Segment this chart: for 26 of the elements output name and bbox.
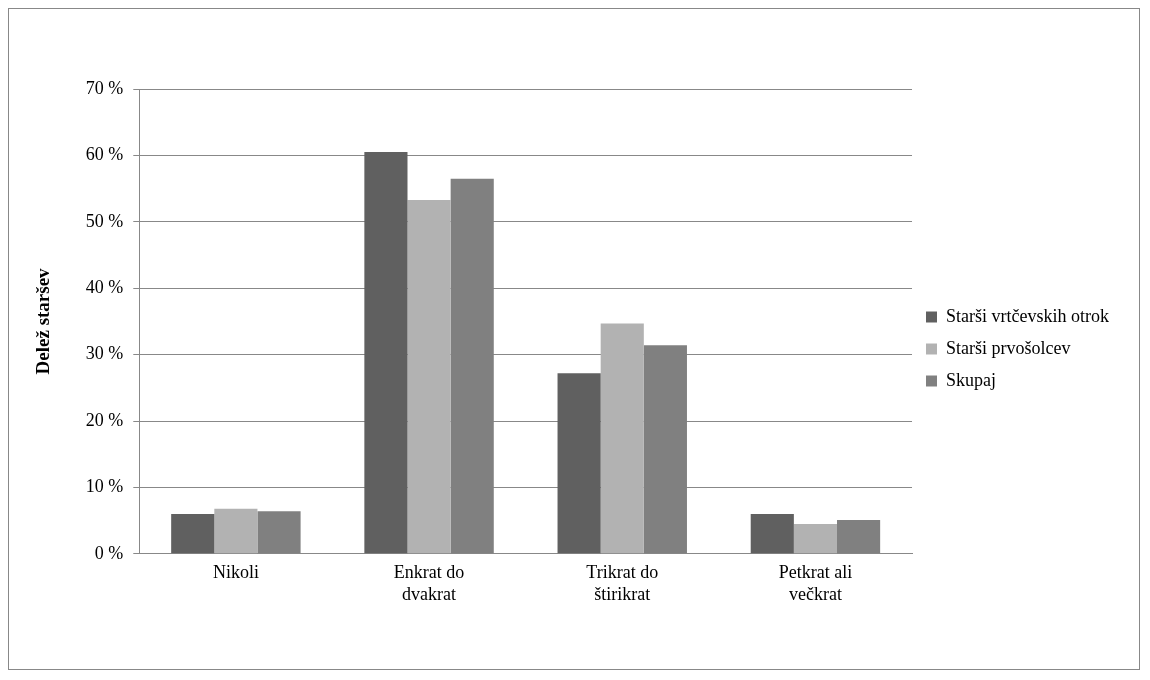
bar (793, 523, 838, 554)
legend-label: Starši vrtčevskih otrok (946, 305, 1110, 326)
y-tick-label: 30 % (85, 343, 124, 364)
y-tick-label: 10 % (85, 476, 124, 497)
bar (600, 323, 644, 554)
y-tick-label: 40 % (85, 276, 124, 297)
y-tick-label: 50 % (85, 210, 124, 231)
y-tick-label: 60 % (85, 144, 124, 165)
legend-label: Skupaj (946, 369, 997, 390)
bar (214, 508, 258, 554)
bar (171, 513, 215, 554)
bar (837, 519, 881, 554)
x-tick-label: Enkrat do dvakrat (393, 562, 465, 604)
legend-label: Starši prvošolcev (946, 337, 1071, 358)
x-tick-label: Trikrat do štirikrat (586, 562, 659, 604)
x-tick-label: Nikoli (212, 562, 259, 583)
bar (750, 513, 794, 554)
bar (557, 373, 601, 554)
y-tick-label: 0 % (94, 542, 124, 563)
bar (407, 199, 451, 554)
y-tick-label: 20 % (85, 409, 124, 430)
y-tick-label: 70 % (85, 77, 124, 98)
y-axis-title: Delež staršev (32, 267, 54, 375)
bar (364, 152, 408, 554)
bar (257, 511, 301, 554)
x-tick-label: Petkrat ali večkrat (778, 562, 853, 604)
